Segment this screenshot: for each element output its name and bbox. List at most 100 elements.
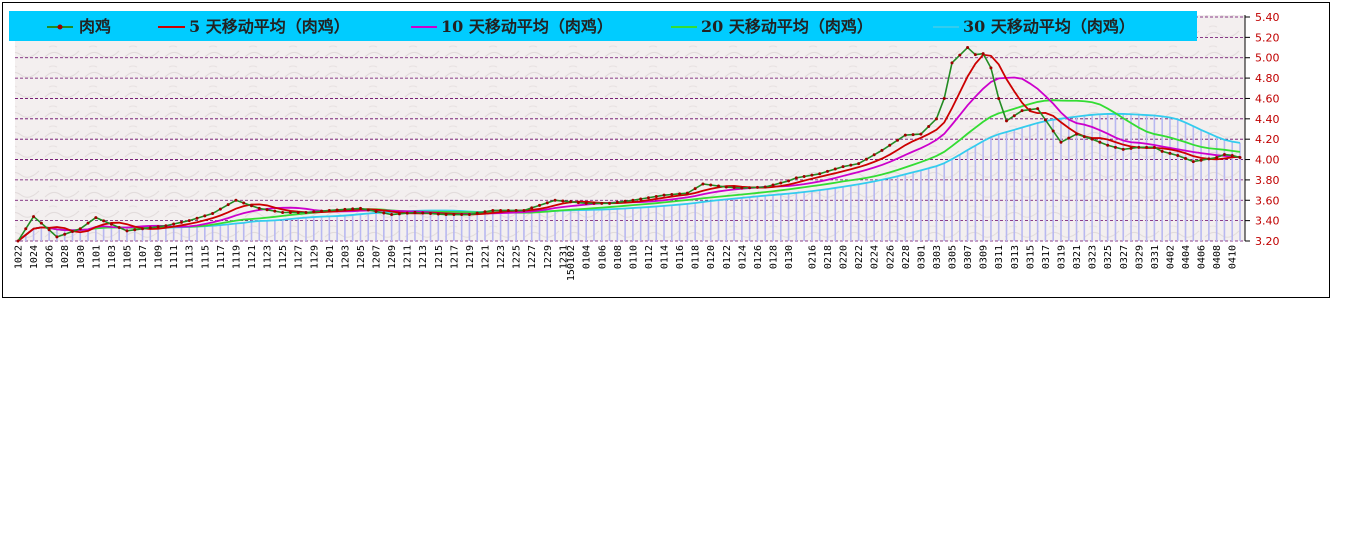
data-point bbox=[872, 153, 876, 157]
x-tick-label: 0307 bbox=[963, 245, 974, 269]
y-axis-ticks: 5.40 5.20 5.00 4.80 4.60 4.40 4.20 4.00 3.80 3.60… bbox=[1245, 11, 1280, 248]
data-point bbox=[1191, 160, 1195, 164]
data-point bbox=[164, 224, 168, 228]
data-point bbox=[911, 133, 915, 137]
data-point bbox=[491, 208, 495, 212]
bar bbox=[865, 182, 868, 241]
bar bbox=[351, 214, 354, 241]
bar bbox=[826, 189, 829, 241]
data-point bbox=[958, 53, 962, 57]
data-point bbox=[561, 199, 565, 203]
data-point bbox=[148, 226, 152, 230]
x-tick-label: 1026 bbox=[45, 245, 56, 269]
bar bbox=[414, 210, 416, 241]
bar bbox=[1231, 141, 1234, 241]
data-point bbox=[888, 143, 892, 147]
bar bbox=[468, 211, 471, 241]
chart-svg: 5.40 5.20 5.00 4.80 4.60 4.40 4.20 4.00 3.80 3.60… bbox=[9, 11, 1280, 281]
bar bbox=[671, 205, 673, 241]
bar bbox=[585, 209, 587, 241]
bar bbox=[974, 145, 977, 241]
data-point bbox=[109, 222, 113, 226]
data-point bbox=[1160, 149, 1164, 153]
bar bbox=[756, 196, 759, 241]
data-point bbox=[296, 210, 300, 214]
bar bbox=[655, 206, 658, 241]
marker-layer bbox=[16, 46, 1242, 243]
data-point bbox=[1215, 156, 1219, 160]
bar bbox=[686, 203, 689, 241]
y-tick-label: 4.20 bbox=[1255, 133, 1280, 146]
bar bbox=[1208, 133, 1210, 241]
data-point bbox=[654, 194, 658, 198]
data-point bbox=[211, 212, 215, 216]
bar bbox=[165, 227, 167, 241]
data-point bbox=[1090, 137, 1094, 141]
bar bbox=[787, 193, 790, 241]
data-point bbox=[1168, 151, 1172, 155]
bar bbox=[779, 194, 782, 241]
bar bbox=[1138, 114, 1140, 241]
data-point bbox=[1036, 107, 1040, 111]
x-tick-label: 1119 bbox=[231, 245, 242, 269]
data-point bbox=[522, 208, 526, 212]
data-point bbox=[32, 215, 36, 219]
x-tick-label: 1115 bbox=[200, 245, 211, 269]
x-tick-label: 1205 bbox=[356, 245, 367, 269]
data-point bbox=[1222, 152, 1226, 156]
data-point bbox=[934, 117, 938, 121]
bar bbox=[344, 215, 346, 241]
bar bbox=[1106, 113, 1109, 241]
x-tick-label: 1213 bbox=[418, 245, 429, 269]
legend-item-ma20: 20 天移动平均（肉鸡） bbox=[671, 17, 873, 36]
data-point bbox=[670, 193, 674, 197]
bar bbox=[811, 191, 813, 241]
bar bbox=[250, 221, 253, 241]
bar bbox=[624, 208, 626, 241]
bar bbox=[593, 209, 595, 241]
data-point bbox=[600, 201, 604, 205]
data-point bbox=[288, 210, 292, 214]
bar bbox=[1169, 117, 1171, 241]
data-point bbox=[701, 182, 705, 186]
x-tick-label: 0222 bbox=[854, 245, 865, 269]
data-point bbox=[662, 193, 666, 197]
bar bbox=[289, 218, 292, 241]
data-point bbox=[1184, 157, 1188, 161]
data-point bbox=[273, 209, 277, 213]
data-point bbox=[857, 162, 861, 166]
bar bbox=[881, 179, 883, 241]
data-point bbox=[592, 201, 596, 205]
data-point bbox=[942, 96, 946, 100]
bar bbox=[873, 181, 875, 241]
data-point bbox=[997, 96, 1001, 100]
data-point bbox=[312, 210, 316, 214]
data-point bbox=[1207, 157, 1211, 161]
bar bbox=[1114, 113, 1117, 241]
y-tick-label: 5.40 bbox=[1255, 11, 1280, 24]
bar bbox=[562, 210, 564, 241]
x-tick-label: 150102 bbox=[566, 245, 577, 281]
legend: 肉鸡 5 天移动平均（肉鸡） 10 天移动平均（肉鸡） 20 天移动平均（肉鸡）… bbox=[9, 11, 1197, 41]
bar bbox=[40, 227, 43, 241]
x-tick-label: 1221 bbox=[481, 245, 492, 269]
y-tick-label: 4.60 bbox=[1255, 92, 1280, 105]
plot-background bbox=[15, 15, 1245, 241]
bar bbox=[499, 212, 502, 241]
data-point bbox=[755, 185, 759, 189]
data-point bbox=[444, 213, 448, 217]
data-point bbox=[421, 211, 425, 215]
data-point bbox=[1028, 108, 1032, 112]
legend-item-price: 肉鸡 bbox=[47, 17, 111, 36]
bar bbox=[850, 185, 852, 241]
data-point bbox=[195, 216, 199, 220]
bar bbox=[157, 227, 159, 241]
data-point bbox=[475, 211, 479, 215]
legend-label-ma5: 5 天移动平均（肉鸡） bbox=[189, 17, 350, 36]
bar bbox=[904, 174, 907, 241]
y-tick-label: 5.00 bbox=[1255, 52, 1280, 65]
x-tick-label: 1231 bbox=[558, 245, 569, 269]
data-point bbox=[390, 213, 394, 217]
data-point bbox=[973, 53, 977, 57]
data-point bbox=[748, 186, 752, 190]
